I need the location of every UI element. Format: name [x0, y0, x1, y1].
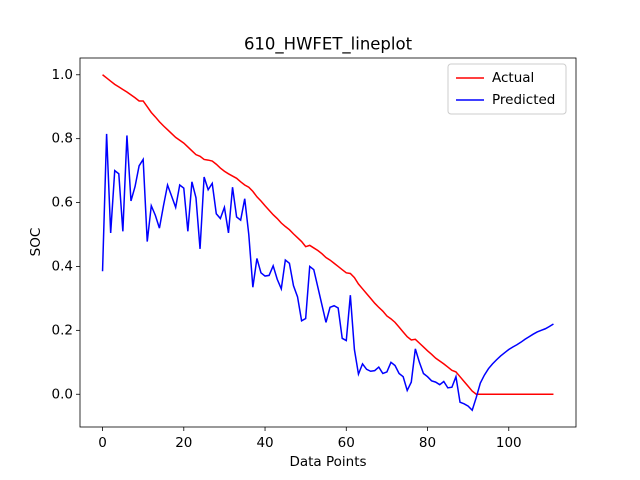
series-line [101, 133, 554, 412]
chart-title: 610_HWFET_lineplot [244, 35, 413, 55]
y-tick-label: 0.8 [52, 131, 73, 147]
x-tick-label: 40 [256, 435, 273, 451]
legend-box [447, 63, 567, 115]
legend-label: Predicted [492, 92, 555, 108]
x-tick-label: 0 [98, 435, 107, 451]
x-axis-label: Data Points [289, 454, 366, 470]
legend-label: Actual [492, 70, 534, 86]
plot-frame [79, 57, 577, 428]
y-axis-label: SOC [28, 228, 44, 257]
y-tick-label: 1.0 [52, 67, 73, 83]
y-tick-label: 0.4 [52, 258, 73, 274]
x-tick-label: 100 [496, 435, 522, 451]
y-tick-label: 0.6 [52, 195, 73, 211]
series-line [102, 74, 554, 396]
x-tick-label: 20 [175, 435, 192, 451]
x-tick-label: 60 [338, 435, 355, 451]
x-tick-label: 80 [419, 435, 436, 451]
y-tick-label: 0.2 [52, 322, 73, 338]
y-tick-label: 0.0 [52, 386, 73, 402]
